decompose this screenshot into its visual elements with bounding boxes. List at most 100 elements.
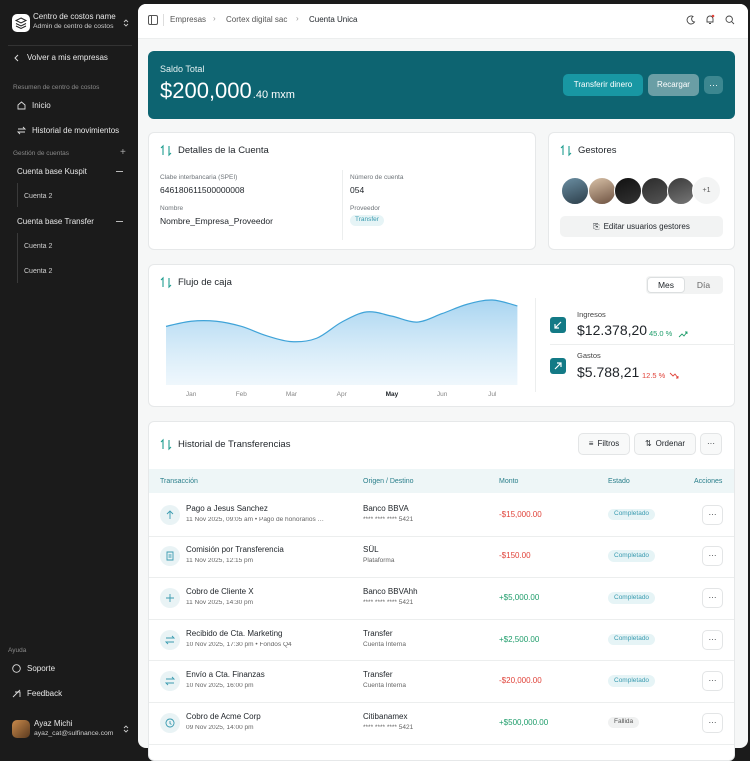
- row-actions[interactable]: ···: [702, 629, 723, 650]
- glyph: [164, 635, 176, 644]
- row-icon-glyph: [165, 718, 175, 728]
- subaccount[interactable]: Cuenta 2: [24, 193, 53, 200]
- table-header: [149, 469, 734, 493]
- nav-item[interactable]: Inicio: [32, 101, 51, 110]
- row-actions[interactable]: ···: [702, 712, 723, 733]
- amount: -$15,000.00: [499, 509, 542, 519]
- x-tick-label: Apr: [337, 391, 348, 398]
- amount: -$20,000.00: [499, 676, 542, 686]
- breadcrumb-item[interactable]: Cortex digital sac: [226, 15, 288, 24]
- status-pill: Completado: [608, 633, 656, 646]
- sidebar-toggle[interactable]: [148, 15, 158, 25]
- user-avatar: [12, 720, 30, 738]
- area-fill: [166, 299, 518, 385]
- party-detail: Plataforma: [363, 557, 395, 565]
- transfer-button[interactable]: Transferir dinero: [563, 74, 643, 96]
- support-icon: [12, 664, 21, 673]
- row-actions[interactable]: ···: [702, 546, 723, 567]
- field-value: 054: [350, 185, 365, 195]
- org-role: Admin de centro de costos: [33, 23, 114, 30]
- user-name: Ayaz Michi: [34, 719, 73, 728]
- user-menu[interactable]: [122, 724, 130, 734]
- card-icon: [160, 144, 172, 157]
- amount: -$150.00: [499, 551, 531, 561]
- party-detail: Cuenta Interna: [363, 682, 407, 690]
- notifications[interactable]: [705, 14, 715, 25]
- row-icon: [160, 588, 180, 608]
- help-link[interactable]: Soporte: [27, 664, 56, 673]
- home-icon: [17, 101, 26, 110]
- glyph: [165, 718, 175, 728]
- collapse-icon[interactable]: [116, 171, 123, 172]
- provider-pill: Transfer: [350, 215, 384, 226]
- amount: +$500,000.00: [499, 717, 549, 727]
- more-button[interactable]: ···: [700, 433, 722, 455]
- search[interactable]: [725, 15, 735, 25]
- back-link[interactable]: Volver a mis empresas: [27, 53, 108, 62]
- status-pill: Completado: [608, 592, 656, 604]
- theme-toggle[interactable]: [686, 15, 696, 25]
- party-detail: **** **** **** 5421: [363, 723, 414, 731]
- row-icon-glyph: [166, 510, 174, 519]
- account-name[interactable]: Cuenta base Transfer: [17, 217, 94, 226]
- party-name: Transfer: [363, 670, 393, 680]
- org-logo-icon: [14, 17, 28, 30]
- subaccount[interactable]: Cuenta 2: [24, 268, 53, 275]
- collapse-icon[interactable]: [116, 221, 123, 222]
- filter-icon: ≡: [588, 439, 594, 448]
- sort-button[interactable]: ⇅ Ordenar: [634, 433, 696, 455]
- row-actions[interactable]: ···: [702, 588, 723, 608]
- area-line: [165, 299, 518, 343]
- row-icon-glyph: [166, 594, 174, 602]
- card-title: Detalles de la Cuenta: [178, 145, 269, 156]
- section-title: Ayuda: [8, 647, 27, 654]
- income-change: 45.0 %: [649, 329, 673, 338]
- transaction-subtitle: 11 Nov 2025, 09:05 am • Pago de honorari…: [186, 516, 325, 523]
- divider: [535, 298, 536, 392]
- row-divider: [149, 577, 734, 579]
- edit-managers-label: Editar usuarios gestores: [603, 221, 690, 231]
- edit-icon: ⎘: [593, 221, 600, 231]
- column-header: Origen / Destino: [363, 478, 414, 485]
- expense-icon: [550, 358, 566, 374]
- subaccount[interactable]: Cuenta 2: [24, 243, 53, 250]
- manager-avatar: [561, 177, 589, 205]
- section-title: Gestión de cuentas: [13, 150, 70, 157]
- divider: [342, 170, 343, 240]
- row-divider: [149, 618, 734, 620]
- x-tick-label: Jul: [488, 391, 497, 398]
- edit-managers-button[interactable]: ⎘ Editar usuarios gestores: [560, 216, 723, 237]
- row-actions[interactable]: ···: [702, 671, 723, 692]
- org-switch[interactable]: [122, 18, 130, 28]
- org-logo: [12, 14, 30, 32]
- trend-down: [669, 372, 679, 379]
- income-label: Ingresos: [577, 310, 606, 319]
- row-divider: [149, 743, 734, 745]
- recharge-button[interactable]: Recargar: [648, 74, 699, 96]
- nav-item[interactable]: Historial de movimientos: [32, 126, 120, 135]
- row-icon: [160, 546, 180, 567]
- expense-change: 12.5 %: [642, 371, 666, 380]
- balance-amount: $200,000: [160, 78, 252, 103]
- more-managers[interactable]: +1: [692, 176, 721, 205]
- card-title: Historial de Transferencias: [178, 439, 291, 450]
- field-value: 646180611500000008: [160, 185, 245, 195]
- tab-active[interactable]: Mes: [647, 277, 685, 293]
- row-icon-glyph: [164, 676, 176, 686]
- row-actions[interactable]: ···: [702, 504, 723, 525]
- filter-button[interactable]: ≡ Filtros: [578, 433, 630, 455]
- field-label: Clabe interbancaria (SPEI): [160, 174, 238, 181]
- account-name[interactable]: Cuenta base Kuspit: [17, 167, 87, 176]
- tab[interactable]: Día: [696, 279, 711, 290]
- manager-avatar: [640, 177, 669, 205]
- breadcrumb-item[interactable]: Empresas: [170, 15, 207, 24]
- add-account[interactable]: +: [120, 147, 126, 158]
- party-name: Citibanamex: [363, 711, 408, 721]
- transaction-title: Comisión por Transferencia: [186, 545, 284, 555]
- avatar-group: [561, 177, 731, 207]
- divider: [163, 14, 164, 26]
- more-button[interactable]: ···: [704, 76, 723, 94]
- help-link[interactable]: Feedback: [27, 689, 63, 698]
- org-name: Centro de costos name: [33, 12, 116, 21]
- column-header: Transacción: [160, 478, 198, 485]
